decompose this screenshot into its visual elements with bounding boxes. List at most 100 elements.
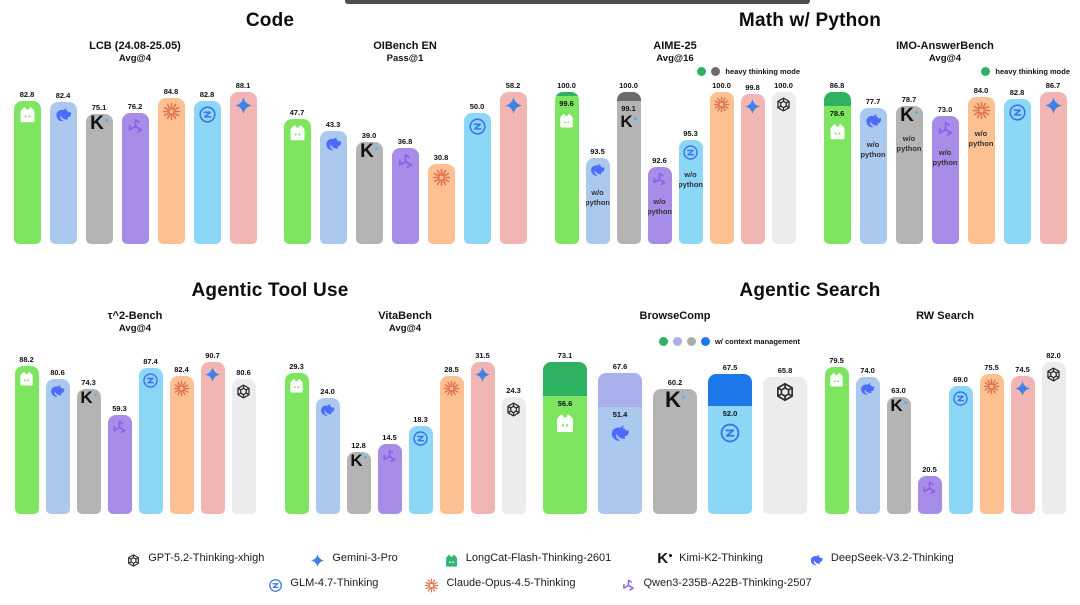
bar-kimi: K (355, 142, 383, 244)
bar-group-gpt: 65.8 (763, 366, 807, 514)
legend-row-1: GPT-5.2-Thinking-xhigh Gemini-3-Pro LongCa… (0, 549, 1080, 568)
qwen-knot-icon (936, 120, 955, 139)
kimi-k-icon: K (890, 397, 907, 414)
bar-group-deepseek: 67.6 51.4 (598, 362, 642, 514)
bar-group-kimi: 60.2 K (653, 378, 697, 514)
bar-value-label: 84.0 (973, 86, 989, 95)
bar-deepseek: w/o python (859, 108, 887, 244)
chart-title: AIME-25 (653, 40, 697, 52)
bar-inner-value-label: 56.6 (557, 399, 573, 408)
chart-title: τ^2-Bench (107, 310, 163, 322)
legend-model-label: DeepSeek-V3.2-Thinking (830, 552, 954, 564)
bar-group-gemini: 90.7 (200, 351, 225, 514)
bar-gemini (470, 362, 495, 514)
bar-value-label: 84.8 (163, 87, 179, 96)
bar-value-label: 86.7 (1045, 81, 1061, 90)
chart-vitabench: VitaBench Avg@4 29.3 24.0 12.8 K 14.5 18… (270, 302, 540, 514)
bar-gemini (1010, 376, 1035, 514)
chart-subtitle (540, 323, 810, 335)
kimi-k-icon: K (350, 452, 367, 469)
claude-spark-icon (432, 168, 451, 187)
bar-glm: 52.0 (708, 374, 752, 514)
bar-value-label: 82.4 (174, 365, 189, 374)
chart-lcb: LCB (24.08-25.05) Avg@4 82.8 82.4 75.1 K… (0, 32, 270, 244)
bar-group-gpt: 100.0 (771, 81, 796, 244)
bar-kimi: 99.1 K (616, 92, 641, 244)
bar-longcat: 56.6 (543, 362, 587, 514)
bar-group-qwen: 92.6 w/o python (647, 156, 672, 244)
bar-value-label: 78.7 (901, 95, 917, 104)
bar-value-label: 67.6 (612, 362, 628, 371)
bar-group-claude: 82.4 (169, 365, 194, 514)
bar-group-qwen: 73.0 w/o python (931, 105, 959, 244)
bar-value-label: 74.0 (860, 366, 875, 375)
bar-claude (979, 374, 1004, 514)
bar-gemini (229, 92, 257, 244)
section-math: Math w/ Python AIME-25 Avg@16 heavy thin… (540, 0, 1080, 270)
bar-value-label: 93.5 (590, 147, 605, 156)
bar-value-label: 69.0 (953, 375, 968, 384)
bar-note: w/o python (896, 134, 922, 153)
bar-note: w/o python (585, 188, 610, 207)
legend-item-longcat: LongCat-Flash-Thinking-2601 (444, 549, 611, 568)
bar-group-kimi: 63.0 K (886, 386, 911, 514)
bar-gemini (740, 94, 765, 244)
bar-group-gemini: 86.7 (1039, 81, 1067, 244)
bar-value-label: 100.0 (619, 81, 638, 90)
bar-kimi: K (886, 397, 911, 514)
chart-tau2: τ^2-Bench Avg@4 88.2 80.6 74.3 K 59.3 87… (0, 302, 270, 514)
legend-dot-icon (697, 67, 707, 76)
bar-value-label: 76.2 (127, 102, 143, 111)
plot-area: 29.3 24.0 12.8 K 14.5 18.3 28.5 31.5 24.… (270, 348, 540, 514)
bar-value-label: 100.0 (712, 81, 731, 90)
section-code: Code LCB (24.08-25.05) Avg@4 82.8 82.4 7… (0, 0, 540, 270)
chart-mini-legend: heavy thinking mode (540, 65, 810, 78)
bar-deepseek (319, 131, 347, 244)
longcat-cat-icon (288, 377, 305, 394)
gemini-star-icon (1044, 96, 1063, 115)
chart-mini-legend: w/ context management (540, 335, 810, 348)
longcat-cat-icon (18, 370, 35, 387)
bar-value-label: 24.3 (506, 386, 521, 395)
bar-value-label: 74.5 (1015, 365, 1030, 374)
bar-value-label: 75.1 (91, 103, 107, 112)
bar-group-gemini: 88.1 (229, 81, 257, 244)
plot-area: 79.5 74.0 63.0 K 20.5 69.0 75.5 74.5 82.… (810, 348, 1080, 514)
openai-icon (235, 383, 252, 400)
bar-group-claude: 30.8 (427, 153, 455, 244)
bar-value-label: 88.1 (235, 81, 251, 90)
bar-group-claude: 75.5 (979, 363, 1004, 514)
bar-value-label: 47.7 (289, 108, 305, 117)
bar-value-label: 87.4 (143, 357, 158, 366)
bar-value-label: 31.5 (475, 351, 490, 360)
bar-cap-segment (554, 92, 579, 96)
bar-group-gpt: 82.0 (1041, 351, 1066, 514)
chart-mini-legend (0, 65, 270, 78)
legend-model-label: Claude-Opus-4.5-Thinking (446, 577, 576, 589)
bar-group-kimi: 75.1 K (85, 103, 113, 244)
bar-group-longcat: 73.1 56.6 (543, 351, 587, 514)
bottom-section-row: Agentic Tool Use τ^2-Bench Avg@4 88.2 80… (0, 270, 1080, 544)
bar-value-label: 12.8 (351, 441, 366, 450)
legend-row-2: GLM-4.7-Thinking Claude-Opus-4.5-Thinking… (0, 574, 1080, 593)
legend-item-gemini: Gemini-3-Pro (310, 549, 398, 568)
glm-circle-icon (412, 430, 429, 447)
chart-subtitle: Avg@16 (656, 53, 694, 64)
chart-subtitle: Avg@4 (928, 53, 962, 64)
bar-value-label: 29.3 (289, 362, 304, 371)
kimi-k-icon: K (620, 113, 637, 130)
bar-claude (169, 376, 194, 514)
bar-value-label: 58.2 (505, 81, 521, 90)
bar-value-label: 39.0 (361, 131, 377, 140)
glm-circle-icon (682, 144, 699, 161)
bar-group-longcat: 47.7 (283, 108, 311, 244)
bar-gpt (231, 379, 256, 514)
qwen-knot-icon (381, 448, 398, 465)
bar-deepseek (49, 102, 77, 244)
bar-value-label: 28.5 (444, 365, 459, 374)
chart-subtitle: Avg@4 (118, 53, 152, 64)
bar-deepseek: 51.4 (598, 373, 642, 514)
bar-qwen: w/o python (931, 116, 959, 244)
chart-subtitle: Pass@1 (386, 53, 424, 64)
